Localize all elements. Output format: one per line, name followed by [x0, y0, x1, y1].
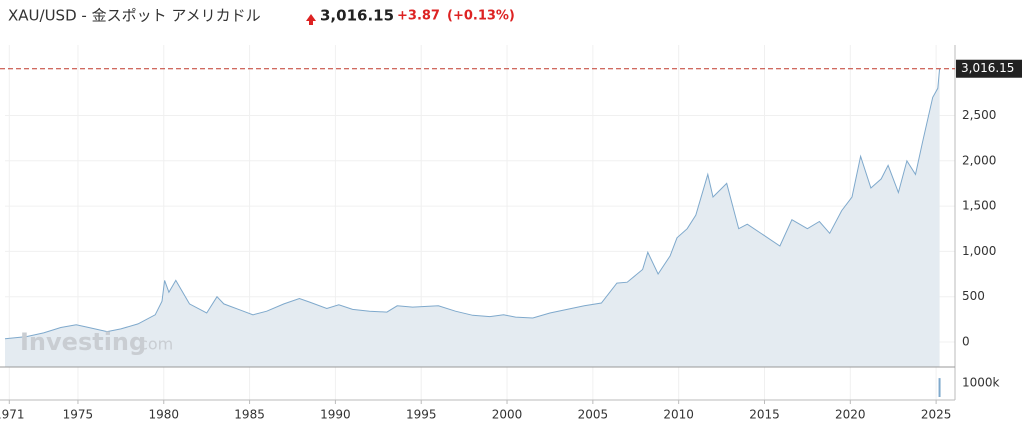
current-price: 3,016.15 [320, 7, 394, 25]
x-tick-label: 2010 [663, 408, 694, 422]
y-tick-label: 2,500 [962, 108, 996, 122]
x-tick-label: 1995 [406, 408, 437, 422]
x-tick-label: 2015 [749, 408, 780, 422]
x-tick-label: 2025 [921, 408, 952, 422]
y-tick-label: 500 [962, 289, 985, 303]
x-tick-label: 2005 [578, 408, 609, 422]
y-tick-label: 1,000 [962, 244, 996, 258]
x-tick-label: 1980 [148, 408, 179, 422]
current-price-box [956, 59, 1022, 78]
volume-tick-label: 1000k [962, 376, 1000, 390]
x-tick-label: 2000 [492, 408, 523, 422]
x-tick-label: 1975 [63, 408, 94, 422]
y-tick-label: 2,000 [962, 153, 996, 167]
watermark: Investing [20, 328, 146, 356]
price-line [4, 68, 941, 340]
watermark-suffix: .com [134, 335, 173, 354]
y-tick-label: 0 [962, 334, 970, 348]
x-tick-label: 2020 [835, 408, 866, 422]
x-tick-label: 1985 [234, 408, 265, 422]
price-change: +3.87 [397, 9, 440, 24]
current-price-label: 3,016.15 [961, 61, 1014, 75]
x-tick-label: 1990 [320, 408, 351, 422]
x-tick-label: 1971 [0, 408, 25, 422]
chart-title: XAU/USD - 金スポット アメリカドル [8, 7, 261, 25]
price-change-pct: (+0.13%) [447, 9, 515, 24]
up-arrow [306, 14, 316, 25]
volume-bar [938, 378, 941, 397]
y-tick-label: 1,500 [962, 199, 996, 213]
price-area [5, 68, 940, 367]
